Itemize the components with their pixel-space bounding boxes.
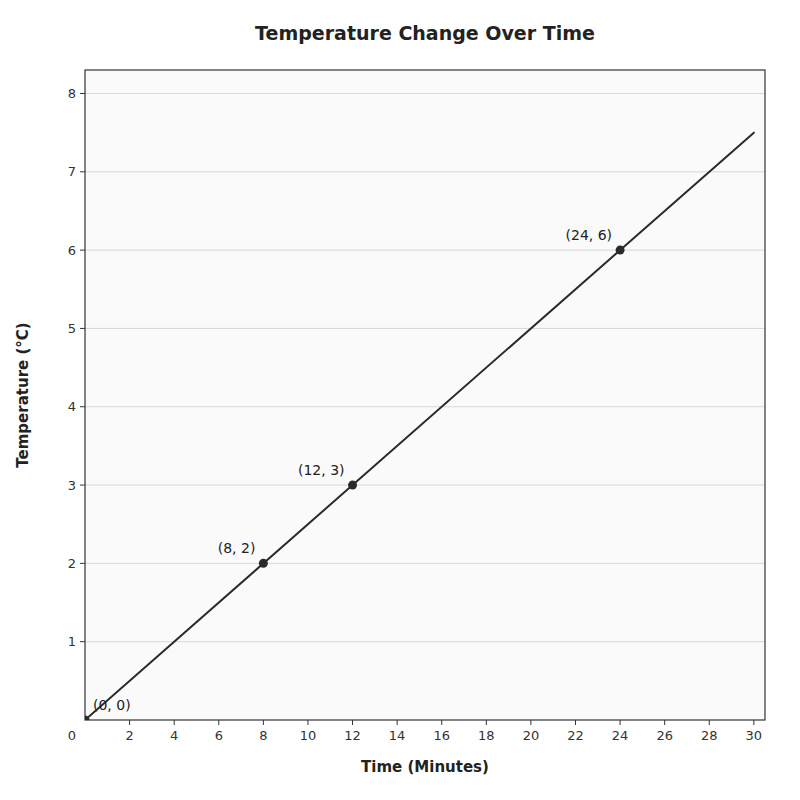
y-tick (80, 93, 85, 94)
x-tick-label: 8 (259, 728, 267, 743)
x-tick-label: 28 (701, 728, 718, 743)
annotation: (24, 6) (566, 227, 613, 243)
y-tick-label: 4 (68, 399, 76, 414)
x-tick (307, 720, 308, 725)
chart: 24681012141618202224262830123456780(0, 0… (0, 0, 800, 800)
y-tick-label: 5 (68, 321, 76, 336)
y-tick (80, 485, 85, 486)
grid-line (85, 250, 765, 251)
annotation: (8, 2) (218, 540, 256, 556)
x-tick (218, 720, 219, 725)
point (348, 481, 357, 490)
x-tick-label: 18 (478, 728, 495, 743)
grid-line (85, 328, 765, 329)
axes: 24681012141618202224262830123456780 (68, 86, 762, 743)
grid-line (85, 641, 765, 642)
x-tick (575, 720, 576, 725)
x-tick (129, 720, 130, 725)
x-tick-label: 22 (567, 728, 584, 743)
origin-label: 0 (68, 728, 76, 743)
x-axis-label: Time (Minutes) (361, 758, 489, 776)
y-tick-label: 7 (68, 164, 76, 179)
y-tick (80, 406, 85, 407)
grid-line (85, 93, 765, 94)
chart-container: 24681012141618202224262830123456780(0, 0… (0, 0, 800, 800)
x-tick (352, 720, 353, 725)
y-tick (80, 328, 85, 329)
y-tick (80, 563, 85, 564)
grid-line (85, 171, 765, 172)
x-tick (397, 720, 398, 725)
title: Temperature Change Over Time (255, 22, 595, 44)
x-tick (486, 720, 487, 725)
point (616, 246, 625, 255)
x-tick (174, 720, 175, 725)
x-tick (441, 720, 442, 725)
annotation: (12, 3) (298, 462, 345, 478)
x-tick-label: 24 (612, 728, 629, 743)
y-tick-label: 2 (68, 556, 76, 571)
y-tick-label: 1 (68, 634, 76, 649)
y-axis-label: Temperature (°C) (14, 322, 32, 467)
plot-area (85, 133, 754, 720)
x-tick (709, 720, 710, 725)
x-tick (263, 720, 264, 725)
x-tick-label: 2 (125, 728, 133, 743)
y-tick-label: 3 (68, 478, 76, 493)
x-tick-label: 6 (215, 728, 223, 743)
y-tick (80, 171, 85, 172)
line (85, 133, 754, 720)
x-tick-label: 16 (433, 728, 450, 743)
x-tick (664, 720, 665, 725)
grid-line (85, 485, 765, 486)
x-tick (530, 720, 531, 725)
plot-background (85, 70, 765, 720)
annotation: (0, 0) (93, 697, 131, 713)
x-tick-label: 26 (656, 728, 673, 743)
x-tick-label: 10 (300, 728, 317, 743)
point (259, 559, 268, 568)
x-tick-label: 14 (389, 728, 406, 743)
x-tick-label: 30 (746, 728, 763, 743)
x-tick (620, 720, 621, 725)
point (85, 716, 90, 721)
x-tick (753, 720, 754, 725)
x-tick-label: 20 (523, 728, 540, 743)
y-tick-label: 8 (68, 86, 76, 101)
y-tick-label: 6 (68, 243, 76, 258)
grid (85, 93, 765, 641)
x-tick-label: 12 (344, 728, 361, 743)
x-tick-label: 4 (170, 728, 178, 743)
grid-line (85, 563, 765, 564)
y-tick (80, 641, 85, 642)
annotations: (0, 0) (8, 2) (12, 3) (24, 6) (93, 227, 612, 713)
y-tick (80, 250, 85, 251)
grid-line (85, 406, 765, 407)
plot-frame (85, 70, 765, 720)
